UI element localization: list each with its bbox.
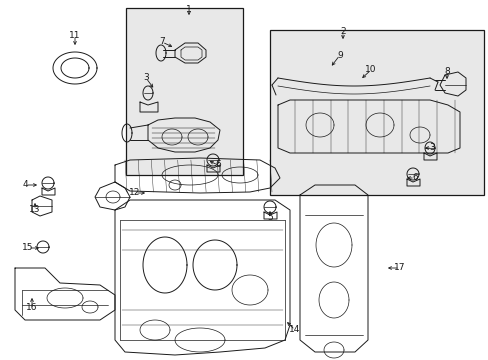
Text: 1: 1 — [186, 5, 191, 14]
Text: 13: 13 — [29, 206, 41, 215]
Text: 8: 8 — [443, 68, 449, 77]
Text: 5: 5 — [266, 213, 272, 222]
Text: 7: 7 — [159, 37, 164, 46]
Text: 9: 9 — [336, 50, 342, 59]
Text: 15: 15 — [22, 243, 34, 252]
Text: 3: 3 — [428, 144, 434, 153]
Text: 14: 14 — [289, 325, 300, 334]
Text: 6: 6 — [215, 161, 221, 170]
Bar — [126, 8, 243, 175]
Text: 2: 2 — [340, 27, 345, 36]
Text: 12: 12 — [129, 189, 141, 198]
Text: 11: 11 — [69, 31, 81, 40]
Bar — [269, 30, 483, 195]
Text: 6: 6 — [411, 174, 417, 183]
Text: 3: 3 — [143, 73, 148, 82]
Text: 4: 4 — [22, 180, 28, 189]
Text: 10: 10 — [365, 66, 376, 75]
Text: 16: 16 — [26, 303, 38, 312]
Text: 17: 17 — [393, 264, 405, 273]
